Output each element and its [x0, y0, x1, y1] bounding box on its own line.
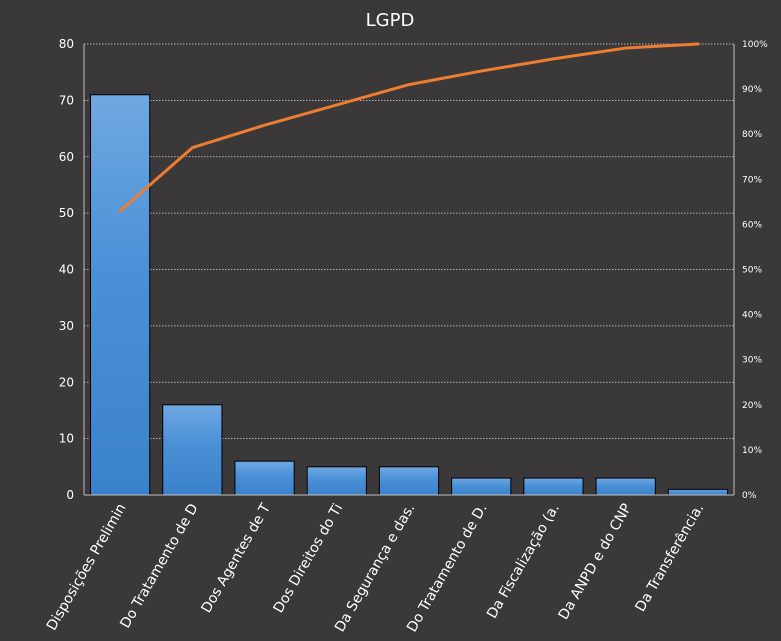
- category-label: Dos Agentes de T: [198, 501, 274, 616]
- y2-tick-label: 70%: [742, 175, 762, 185]
- y-tick-label: 10: [59, 432, 74, 446]
- bar: [595, 477, 656, 496]
- bar: [451, 477, 512, 496]
- bar: [90, 94, 151, 496]
- y2-tick-label: 30%: [742, 356, 762, 366]
- cumulative-line: [118, 42, 700, 213]
- y2-tick-label: 20%: [742, 401, 762, 411]
- bar: [162, 404, 223, 496]
- bar: [667, 488, 728, 496]
- y2-tick-label: 80%: [742, 130, 762, 140]
- y2-tick-label: 50%: [742, 266, 762, 276]
- y-tick-label: 50: [59, 206, 74, 220]
- y2-tick-label: 90%: [742, 85, 762, 95]
- bars: [90, 94, 728, 496]
- bar: [306, 466, 367, 496]
- category-label: Da Transferência.: [633, 501, 708, 615]
- category-label: Da ANPD e do CNP: [556, 501, 635, 623]
- bar: [234, 460, 295, 496]
- y-tick-label: 30: [59, 319, 74, 333]
- y2-tick-label: 100%: [742, 40, 768, 50]
- y-tick-label: 70: [59, 93, 74, 107]
- chart-title: LGPD: [366, 10, 415, 31]
- category-label: Da Fiscalização (a.: [484, 501, 563, 621]
- cumulative-percent-line: [118, 42, 700, 213]
- y-tick-label: 0: [66, 488, 74, 502]
- primary-axis-ticks: 0 10 20 30 40 50 60 70 80: [59, 37, 74, 502]
- y-tick-label: 20: [59, 375, 74, 389]
- category-label: Disposições Prelimin: [44, 501, 130, 633]
- category-label: Do Tratamento de D.: [404, 501, 491, 635]
- category-label: Dos Direitos do Ti: [271, 501, 347, 616]
- secondary-axis-ticks: 0% 10% 20% 30% 40% 50% 60% 70% 80% 90% 100%: [742, 40, 768, 501]
- y2-tick-label: 0%: [742, 491, 757, 501]
- axes: [83, 44, 735, 496]
- gridlines: [84, 43, 734, 440]
- y-tick-label: 80: [59, 37, 74, 51]
- y-tick-label: 40: [59, 263, 74, 277]
- category-label: Da Segurança e das.: [332, 501, 418, 635]
- category-label: Do Tratamento de D: [117, 501, 201, 631]
- bar: [378, 466, 440, 496]
- y2-tick-label: 60%: [742, 220, 762, 230]
- bar: [523, 477, 584, 496]
- y2-tick-label: 10%: [742, 446, 762, 456]
- y2-tick-label: 40%: [742, 311, 762, 321]
- y-tick-label: 60: [59, 150, 74, 164]
